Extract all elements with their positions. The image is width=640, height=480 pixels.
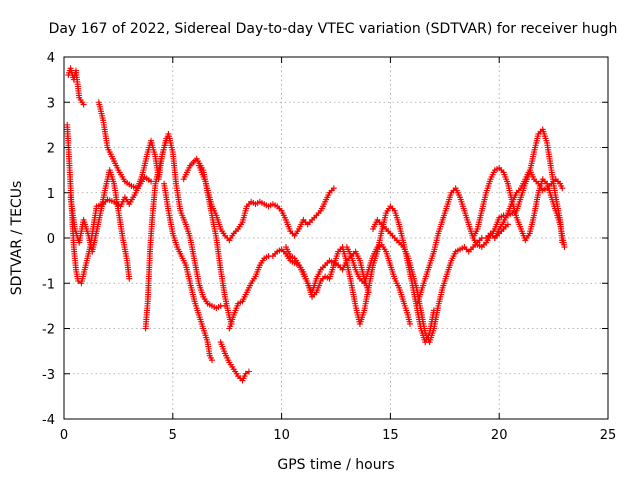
x-tick-label: 0 xyxy=(60,428,68,443)
data-point xyxy=(504,221,511,228)
data-point xyxy=(561,244,568,251)
chart-title: Day 167 of 2022, Sidereal Day-to-day VTE… xyxy=(49,21,618,37)
data-point xyxy=(126,275,133,282)
series-arc-1 xyxy=(65,65,87,108)
x-tick-label: 25 xyxy=(600,428,617,443)
y-tick-label: 0 xyxy=(47,232,55,247)
series-arc-13 xyxy=(369,216,511,346)
y-tick-label: -2 xyxy=(42,323,55,338)
series-arc-12 xyxy=(343,241,413,327)
data-point xyxy=(559,185,566,192)
series-line xyxy=(472,167,566,248)
y-tick-label: 1 xyxy=(47,187,55,202)
y-tick-label: -1 xyxy=(42,277,55,292)
series-line xyxy=(228,248,370,330)
series-arc-3 xyxy=(67,167,133,282)
y-tick-label: -3 xyxy=(42,368,55,383)
series-arc-14 xyxy=(413,126,566,309)
series-arc-4 xyxy=(95,99,155,192)
data-series xyxy=(64,65,568,384)
x-tick-label: 20 xyxy=(491,428,508,443)
series-arc-6 xyxy=(161,180,215,364)
y-axis-label: SDTVAR / TECUs xyxy=(9,181,25,296)
series-arc-16 xyxy=(491,167,566,241)
series-arc-9 xyxy=(195,162,337,244)
data-point xyxy=(208,357,215,364)
data-point xyxy=(406,320,413,327)
series-arc-8 xyxy=(217,339,252,384)
x-tick-label: 15 xyxy=(382,428,399,443)
data-point xyxy=(80,101,87,108)
y-tick-label: 3 xyxy=(47,96,55,111)
axis-ticks: 0 5 10 15 20 25 -4 -3 -2 -1 0 1 2 3 4 xyxy=(42,51,616,443)
data-point xyxy=(245,368,252,375)
series-arc-10 xyxy=(226,246,372,332)
x-tick-label: 5 xyxy=(169,428,177,443)
y-tick-label: -4 xyxy=(42,413,55,428)
series-line xyxy=(415,128,564,307)
x-axis-label: GPS time / hours xyxy=(277,457,394,473)
y-tick-label: 4 xyxy=(47,51,55,66)
data-point xyxy=(330,185,337,192)
data-point xyxy=(242,370,249,377)
x-tick-label: 10 xyxy=(273,428,290,443)
y-tick-label: 2 xyxy=(47,142,55,157)
